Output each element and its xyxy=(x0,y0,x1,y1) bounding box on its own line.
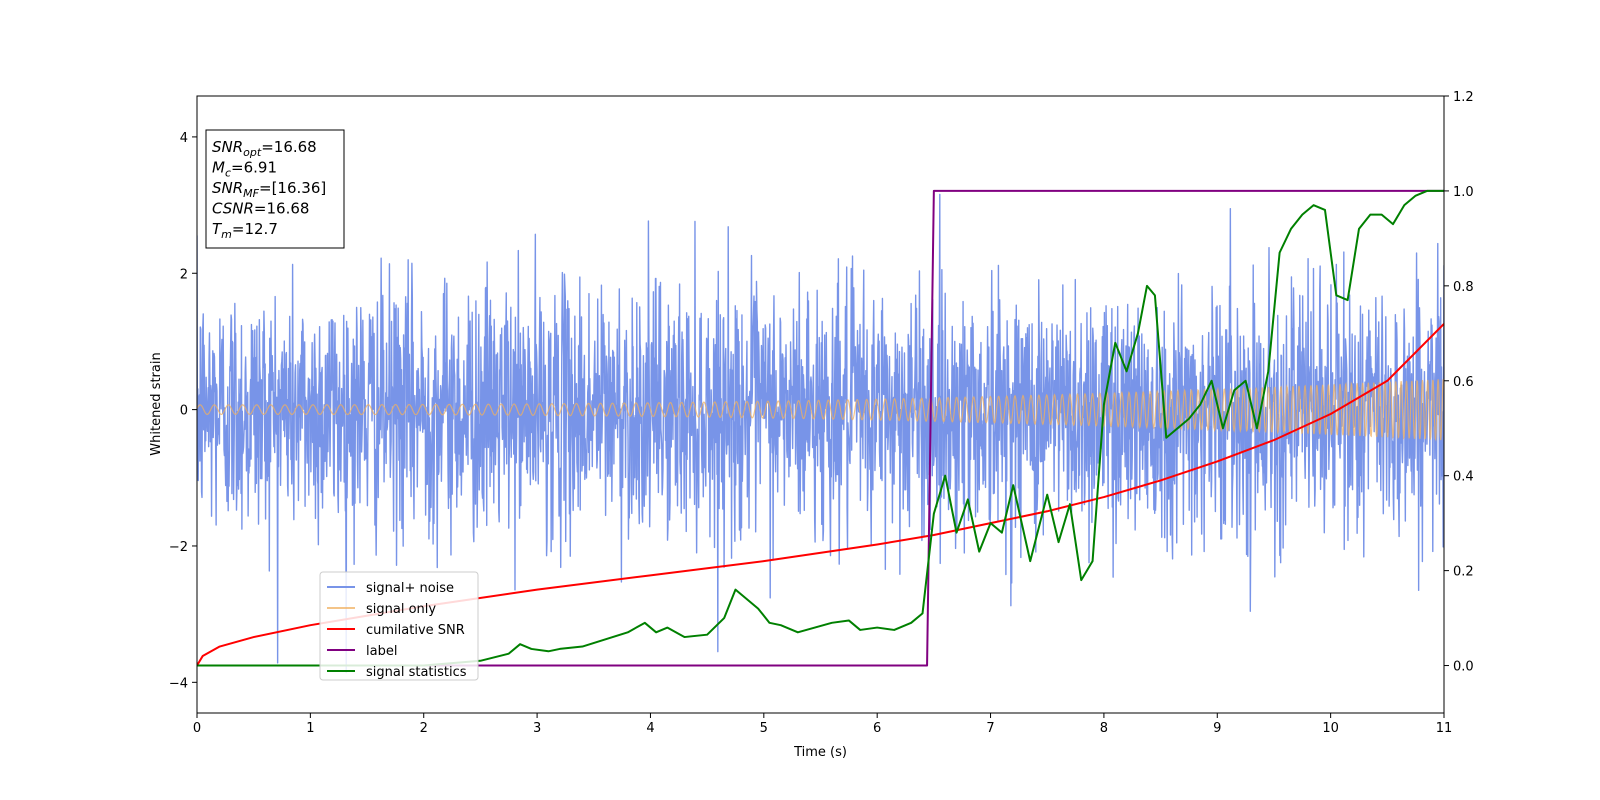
x-tick-label: 1 xyxy=(306,721,314,736)
series-cumulative-snr xyxy=(197,323,1444,667)
x-tick-label: 4 xyxy=(646,721,654,736)
series-signal-noise xyxy=(197,193,1444,674)
annotation-line: SNRMF=[16.36] xyxy=(212,179,326,200)
y2-tick-label: 0.4 xyxy=(1453,470,1474,485)
y-tick-label: 0 xyxy=(180,404,188,419)
annotation-line: Tm=12.7 xyxy=(212,220,278,241)
x-tick-label: 9 xyxy=(1213,721,1221,736)
annotation-box: SNRopt=16.68Mc=6.91SNRMF=[16.36]CSNR=16.… xyxy=(205,129,345,249)
y-axis-label: Whitened strain xyxy=(149,352,164,455)
y2-tick-label: 0.2 xyxy=(1453,565,1474,580)
y-tick-label: −4 xyxy=(169,676,188,691)
annotation-line: Mc=6.91 xyxy=(212,159,277,180)
series-signal-statistics xyxy=(197,189,1444,667)
y-tick-label: 4 xyxy=(180,131,188,146)
annotation-line: CSNR=16.68 xyxy=(212,200,309,218)
annotation-line: SNRopt=16.68 xyxy=(212,138,317,159)
legend-label: signal only xyxy=(366,602,436,617)
x-tick-label: 10 xyxy=(1322,721,1339,736)
series-signal-only xyxy=(197,379,1444,442)
y-tick-label: −2 xyxy=(169,540,188,555)
x-tick-label: 0 xyxy=(193,721,201,736)
legend-label: label xyxy=(366,644,397,659)
y2-tick-label: 1.2 xyxy=(1453,90,1474,105)
y2-tick-label: 0.6 xyxy=(1453,375,1474,390)
x-tick-label: 7 xyxy=(986,721,994,736)
y2-tick-label: 0.0 xyxy=(1453,660,1474,675)
plot-frame xyxy=(196,95,1445,714)
series-label xyxy=(197,189,1444,667)
x-tick-label: 2 xyxy=(420,721,428,736)
axis-layer: 0 1 2 3 4 5 6 7 8 9 10 11 −4 −2 0 2 4 0.0 0.2 0.4 0.6 0.8 1.0 1… xyxy=(169,90,1474,736)
legend: signal+ noise signal only cumilative SNR la… xyxy=(319,571,479,681)
x-tick-label: 3 xyxy=(533,721,541,736)
y2-tick-label: 0.8 xyxy=(1453,280,1474,295)
legend-label: cumilative SNR xyxy=(366,623,465,638)
legend-label: signal statistics xyxy=(366,665,467,680)
x-tick-label: 11 xyxy=(1436,721,1453,736)
x-axis-label: Time (s) xyxy=(793,745,847,760)
y2-tick-label: 1.0 xyxy=(1453,185,1474,200)
x-tick-label: 8 xyxy=(1100,721,1108,736)
x-tick-label: 6 xyxy=(873,721,881,736)
x-tick-label: 5 xyxy=(760,721,768,736)
plot-layer xyxy=(197,189,1444,674)
legend-label: signal+ noise xyxy=(366,581,454,596)
y-tick-label: 2 xyxy=(180,267,188,282)
